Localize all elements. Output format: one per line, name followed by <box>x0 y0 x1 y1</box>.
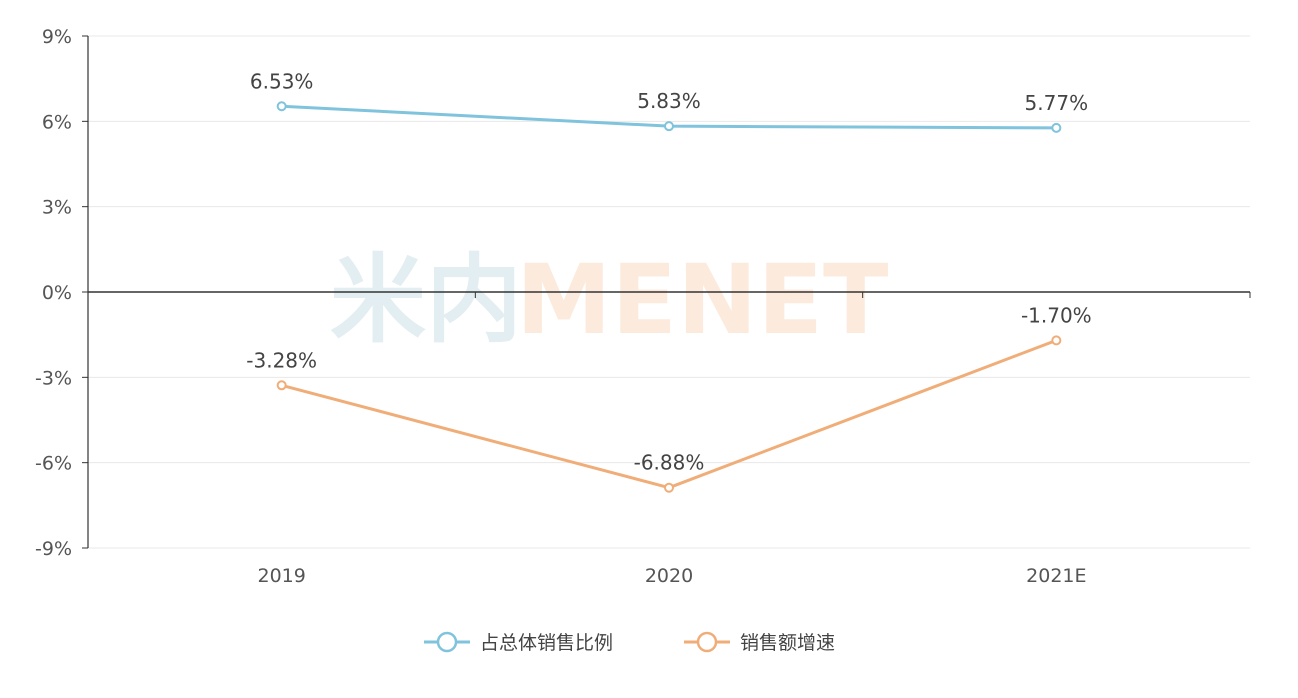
data-label: 5.77% <box>1025 91 1089 115</box>
data-point <box>664 482 674 493</box>
y-tick-label: -6% <box>35 453 72 475</box>
x-tick-label: 2019 <box>257 565 305 587</box>
data-label: -6.88% <box>634 451 705 475</box>
watermark-right-text: MENET <box>516 244 889 356</box>
y-tick-label: 0% <box>42 282 72 304</box>
grid-layer <box>88 35 1250 549</box>
legend-label: 销售额增速 <box>740 632 835 654</box>
watermark: 米内 MENET <box>330 244 889 356</box>
x-tick-label: 2020 <box>645 565 693 587</box>
data-point <box>1051 335 1062 346</box>
data-label: 5.83% <box>637 89 701 113</box>
y-tick-label: -3% <box>35 367 72 389</box>
axis-layer: 9% 6% 3% 0% -3% -6% -9% 2019 2020 2021E <box>35 26 1251 587</box>
data-point <box>664 121 674 132</box>
data-point <box>1051 122 1062 133</box>
series-layer <box>276 101 1062 493</box>
legend-item-2[interactable]: 销售额增速 <box>684 631 835 654</box>
legend-marker-icon <box>436 631 458 653</box>
y-tick-label: 9% <box>42 26 72 48</box>
legend[interactable]: 占总体销售比例 销售额增速 <box>424 631 835 654</box>
data-point <box>276 101 287 112</box>
data-point <box>276 380 287 391</box>
watermark-left-text: 米内 <box>330 244 522 356</box>
x-tick-label: 2021E <box>1026 565 1086 587</box>
data-label: -3.28% <box>246 348 317 372</box>
data-label: 6.53% <box>250 69 314 93</box>
legend-label: 占总体销售比例 <box>480 632 613 654</box>
legend-item-1[interactable]: 占总体销售比例 <box>424 631 613 654</box>
data-label-layer: 6.53% 5.83% 5.77% -3.28% -6.88% -1.70% <box>246 69 1091 474</box>
y-tick-label: 3% <box>42 197 72 219</box>
y-tick-label: 6% <box>42 111 72 133</box>
data-label: -1.70% <box>1021 303 1092 327</box>
y-tick-label: -9% <box>35 538 72 560</box>
legend-marker-icon <box>696 631 718 653</box>
